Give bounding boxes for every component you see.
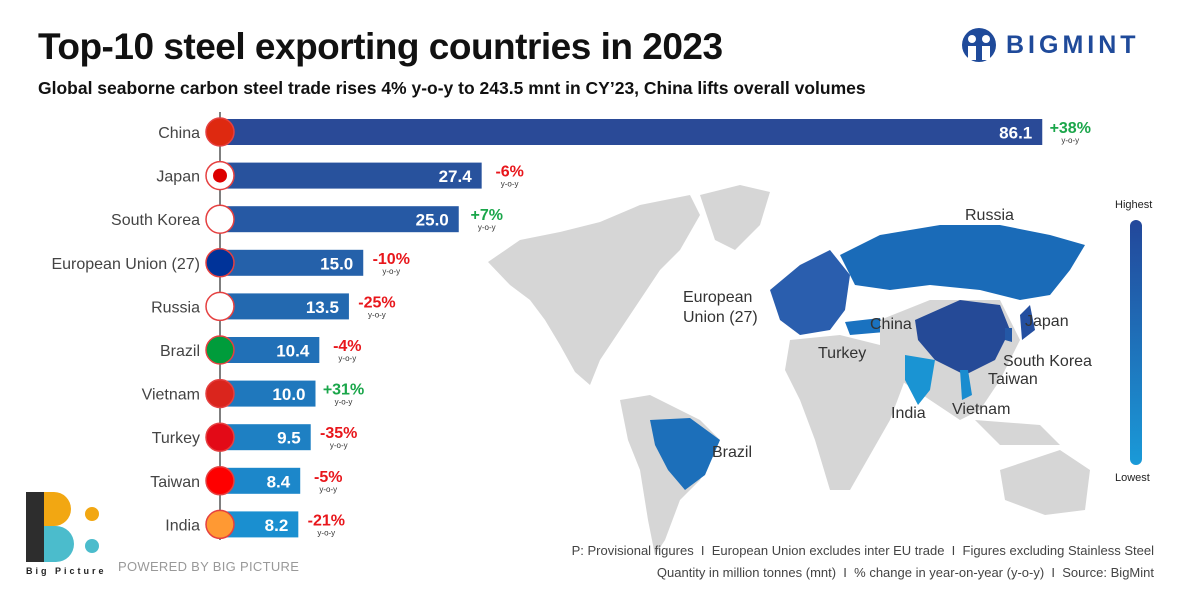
change-label: -5%: [314, 469, 342, 486]
flag-icon: [205, 509, 235, 540]
change-unit: y-o-y: [330, 441, 348, 450]
change-unit: y-o-y: [319, 485, 337, 494]
category-label: India: [165, 517, 200, 534]
map-australia: [1000, 450, 1090, 515]
value-label: 13.5: [306, 298, 339, 317]
flag-icon: [205, 204, 235, 234]
brand-name: BIGMINT: [1006, 30, 1140, 59]
change-label: +7%: [471, 207, 503, 224]
change-label: -4%: [333, 338, 361, 355]
map-china: [915, 300, 1010, 375]
legend-gradient: [1130, 220, 1142, 465]
map-se-asia: [975, 420, 1060, 445]
category-label: Vietnam: [142, 387, 200, 404]
value-label: 10.0: [272, 385, 305, 404]
value-label: 9.5: [277, 429, 301, 448]
category-label: Taiwan: [150, 474, 200, 491]
flag-icon: [205, 378, 235, 409]
bar: [220, 293, 349, 320]
value-label: 86.1: [999, 124, 1032, 143]
change-unit: y-o-y: [382, 267, 400, 276]
category-label: China: [158, 125, 200, 142]
map-label: South Korea: [1003, 353, 1092, 370]
map-north-america: [488, 195, 700, 385]
world-map: [488, 185, 1090, 555]
footnote-1: P: Provisional figures I European Union …: [571, 543, 1154, 558]
value-label: 10.4: [276, 342, 310, 361]
change-label: -25%: [358, 294, 395, 311]
big-picture-logo: [26, 492, 99, 562]
category-label: South Korea: [111, 212, 200, 229]
flag-icon: [205, 335, 235, 365]
flag-icon: [205, 248, 235, 278]
map-vietnam: [960, 370, 972, 400]
bar: [220, 162, 482, 189]
map-brazil: [650, 418, 720, 490]
map-label: Turkey: [818, 345, 866, 362]
map-label: India: [891, 405, 926, 422]
page-subtitle: Global seaborne carbon steel trade rises…: [38, 78, 866, 98]
change-unit: y-o-y: [1061, 136, 1079, 145]
bigmint-logo-icon: [962, 28, 996, 62]
map-label: Union (27): [683, 309, 758, 326]
change-label: +31%: [323, 382, 364, 399]
change-label: +38%: [1050, 120, 1091, 137]
bar: [220, 206, 459, 233]
category-label: Brazil: [160, 343, 200, 360]
bar: [220, 337, 320, 363]
map-africa: [785, 335, 905, 490]
change-unit: y-o-y: [335, 398, 353, 407]
flag-icon: [205, 117, 235, 147]
value-label: 27.4: [439, 167, 473, 186]
flag-detail: [213, 168, 227, 183]
bigmint-logo: BIGMINT: [960, 26, 1140, 64]
map-label: European: [683, 289, 752, 306]
category-label: European Union (27): [51, 256, 200, 273]
bar: [220, 249, 364, 276]
map-label: Russia: [965, 207, 1014, 224]
map-greenland: [700, 185, 770, 250]
change-label: -35%: [320, 425, 357, 442]
page-title: Top-10 steel exporting countries in 2023: [38, 26, 723, 67]
change-label: -21%: [308, 512, 345, 529]
legend-low: Lowest: [1115, 472, 1150, 484]
value-label: 8.4: [267, 472, 291, 491]
map-turkey: [845, 318, 885, 335]
change-label: -6%: [495, 164, 523, 181]
map-india: [905, 355, 935, 405]
footnote-2: Quantity in million tonnes (mnt) I % cha…: [656, 565, 1154, 580]
value-label: 15.0: [320, 254, 353, 273]
map-label: Taiwan: [988, 371, 1038, 388]
change-unit: y-o-y: [368, 310, 386, 319]
map-korea: [1005, 328, 1012, 342]
category-label: Japan: [156, 169, 200, 186]
category-label: Russia: [151, 299, 200, 316]
flag-icon: [205, 422, 235, 452]
change-unit: y-o-y: [501, 180, 519, 189]
bar: [220, 424, 311, 451]
change-unit: y-o-y: [478, 223, 496, 232]
value-label: 8.2: [265, 516, 289, 535]
legend-high: Highest: [1115, 199, 1153, 211]
change-unit: y-o-y: [317, 528, 335, 537]
map-label: Japan: [1025, 313, 1069, 330]
map-russia: [840, 225, 1085, 300]
powered-by: POWERED BY BIG PICTURE: [118, 559, 300, 574]
map-label: Vietnam: [952, 401, 1010, 418]
change-unit: y-o-y: [338, 354, 356, 363]
flag-icon: [205, 291, 235, 322]
map-label: Brazil: [712, 444, 752, 461]
bar: [220, 119, 1043, 145]
value-label: 25.0: [416, 211, 449, 230]
map-japan: [1020, 305, 1035, 340]
map-label: China: [870, 316, 912, 333]
change-label: -10%: [373, 251, 410, 268]
category-label: Turkey: [152, 430, 200, 447]
bar: [220, 380, 316, 407]
map-eu: [770, 250, 850, 335]
flag-icon: [205, 466, 235, 496]
big-picture-logo-text: Big Picture: [26, 566, 107, 576]
